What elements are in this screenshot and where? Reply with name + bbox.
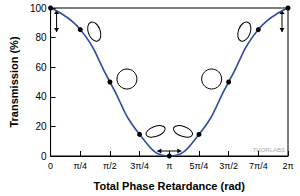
svg-text:20: 20 — [35, 121, 47, 132]
svg-text:π/2: π/2 — [103, 161, 117, 171]
svg-text:0: 0 — [48, 161, 53, 171]
svg-text:7π/4: 7π/4 — [249, 161, 268, 171]
svg-text:3π/2: 3π/2 — [219, 161, 238, 171]
svg-text:0: 0 — [41, 151, 47, 162]
svg-text:Transmission (%): Transmission (%) — [8, 36, 20, 127]
svg-text:40: 40 — [35, 91, 47, 102]
svg-text:3π/4: 3π/4 — [130, 161, 149, 171]
svg-text:π: π — [166, 161, 172, 171]
svg-text:π/4: π/4 — [73, 161, 87, 171]
svg-text:2π: 2π — [282, 161, 293, 171]
svg-text:5π/4: 5π/4 — [190, 161, 209, 171]
svg-text:80: 80 — [35, 32, 47, 43]
svg-text:100: 100 — [30, 3, 47, 14]
svg-text:60: 60 — [35, 62, 47, 73]
svg-text:Total Phase Retardance (rad): Total Phase Retardance (rad) — [94, 180, 246, 192]
svg-text:THORLABS: THORLABS — [253, 147, 285, 153]
